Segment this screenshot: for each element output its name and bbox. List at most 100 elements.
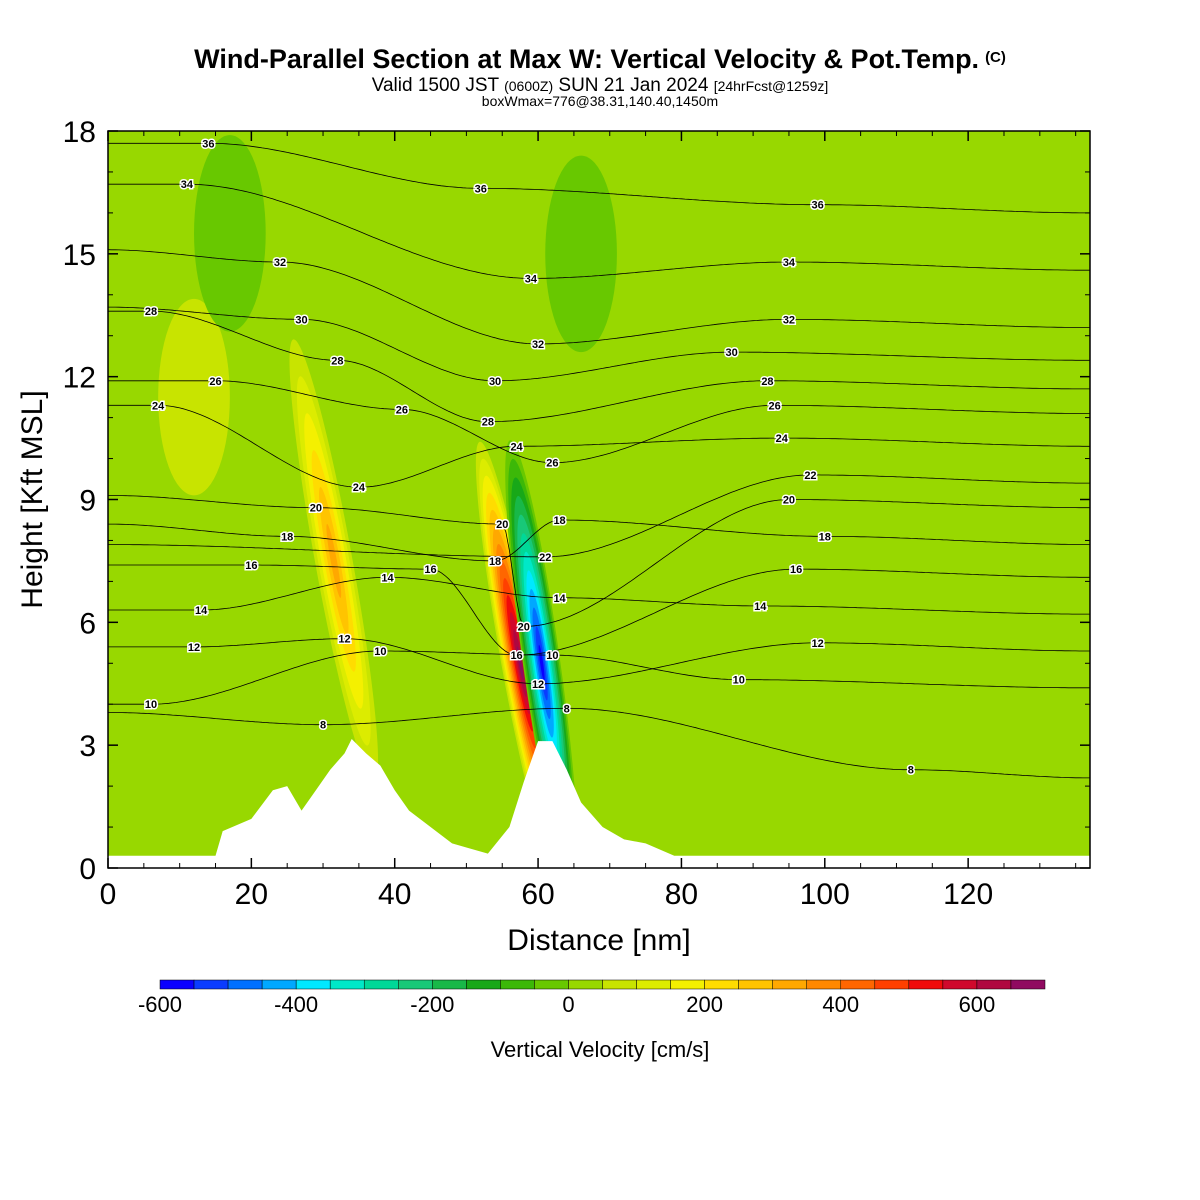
colorbar-segment [942, 979, 978, 990]
theta-contour-26 [108, 380, 1090, 463]
velocity-shading-5-1 [545, 155, 617, 353]
theta-contour-14 [108, 576, 1090, 615]
theta-contour-34 [108, 183, 1090, 279]
colorbar-segment [772, 979, 807, 990]
y-tick-label: 9 [79, 485, 96, 518]
colorbar-tick-label: 0 [562, 992, 574, 1017]
contour-label: 26 [546, 458, 558, 470]
contour-label: 8 [564, 703, 570, 715]
colorbar-segment [670, 979, 705, 990]
x-tick-label: 100 [800, 878, 850, 911]
contour-label: 24 [776, 433, 789, 445]
terrain [108, 739, 1090, 868]
contour-label: 10 [374, 646, 386, 658]
valid-utc: (0600Z) [504, 78, 554, 94]
colorbar-segment [908, 979, 944, 990]
colorbar-tick-label: -600 [138, 992, 182, 1017]
colorbar-segment [806, 979, 842, 990]
x-tick-label: 60 [521, 878, 554, 911]
contour-label: 18 [281, 531, 293, 543]
contour-label: 26 [768, 400, 780, 412]
contour-label: 14 [553, 593, 566, 605]
colorbar-segment [295, 979, 331, 990]
colorbar-segment [159, 979, 195, 990]
valid-prefix: Valid 1500 JST [371, 75, 499, 96]
colorbar-segment [500, 979, 535, 990]
contour-label: 12 [532, 679, 544, 691]
theta-contour-18 [108, 519, 1090, 562]
contour-label: 20 [496, 519, 508, 531]
y-tick-label: 18 [63, 116, 96, 149]
x-tick-label: 0 [100, 878, 117, 911]
contour-label: 32 [532, 339, 544, 351]
velocity-field [108, 131, 1090, 868]
colorbar-segment [398, 979, 433, 990]
theta-contour-12 [108, 638, 1090, 685]
contour-label: 8 [908, 765, 914, 777]
contour-label: 28 [145, 306, 157, 318]
colorbar-segment [329, 979, 365, 990]
theta-contour-30 [108, 306, 1090, 382]
theta-contour-10 [108, 650, 1090, 705]
colorbar-segment [840, 979, 876, 990]
chart-title: Wind-Parallel Section at Max W: Vertical… [0, 44, 1200, 75]
colorbar-segment [602, 979, 637, 990]
contour-label: 32 [783, 314, 795, 326]
colorbar-tick-label: 600 [959, 992, 996, 1017]
theta-contour-32 [108, 249, 1090, 345]
colorbar-segment [636, 979, 671, 990]
contour-label: 28 [482, 417, 494, 429]
contour-label: 30 [725, 347, 737, 359]
colorbar-segment [193, 979, 229, 990]
colorbar-segment [976, 979, 1012, 990]
velocity-shading-3-1 [158, 298, 230, 496]
colorbar-tick-label: 200 [686, 992, 723, 1017]
x-tick-label: 120 [943, 878, 993, 911]
contour-label: 24 [510, 441, 523, 453]
velocity-shading-2-12 [538, 644, 545, 682]
contour-label: 20 [518, 621, 530, 633]
contour-label: 16 [510, 650, 522, 662]
colorbar-segment [227, 979, 263, 990]
forecast-tag: [24hrFcst@1259z] [713, 78, 829, 94]
colorbar-segment [738, 979, 773, 990]
contour-label: 26 [209, 376, 221, 388]
colorbar-segment [363, 979, 399, 990]
colorbar: -600 -400 -200 0 200 400 600 Vertical Velocity … [138, 979, 1046, 1062]
contour-label: 10 [733, 675, 745, 687]
theta-contour-22 [108, 474, 1090, 558]
colorbar-tick-label: -200 [410, 992, 454, 1017]
contour-label: 10 [145, 699, 157, 711]
contour-label: 32 [274, 257, 286, 269]
contour-label: 22 [539, 552, 551, 564]
contour-label: 20 [783, 495, 795, 507]
contour-label: 36 [202, 138, 214, 150]
y-axis-label: Height [Kft MSL] [16, 390, 49, 608]
contour-label: 36 [811, 200, 823, 212]
y-tick-label: 15 [63, 239, 96, 272]
x-tick-label: 80 [665, 878, 698, 911]
contour-label: 34 [181, 179, 194, 191]
contour-label: 36 [475, 183, 487, 195]
velocity-shading-0-6 [326, 523, 342, 598]
contour-label: 12 [811, 638, 823, 650]
contour-label: 34 [525, 273, 538, 285]
colorbar-tick-label: -400 [274, 992, 318, 1017]
x-tick-label: 40 [378, 878, 411, 911]
contour-label: 28 [761, 376, 773, 388]
colorbar-segment [874, 979, 910, 990]
contour-label: 24 [152, 400, 165, 412]
colorbar-segment [1010, 979, 1046, 990]
theta-contour-20 [108, 495, 1090, 627]
y-tick-label: 3 [79, 730, 96, 763]
velocity-shading-4-1 [194, 135, 266, 332]
contour-label: 26 [396, 404, 408, 416]
colorbar-segment [261, 979, 297, 990]
box-max-line: boxWmax=776@38.31,140.40,1450m [481, 93, 719, 109]
colorbar-segment [534, 979, 569, 990]
theta-contour-36 [108, 142, 1090, 214]
contour-label: 14 [195, 605, 208, 617]
contour-label: 12 [188, 642, 200, 654]
